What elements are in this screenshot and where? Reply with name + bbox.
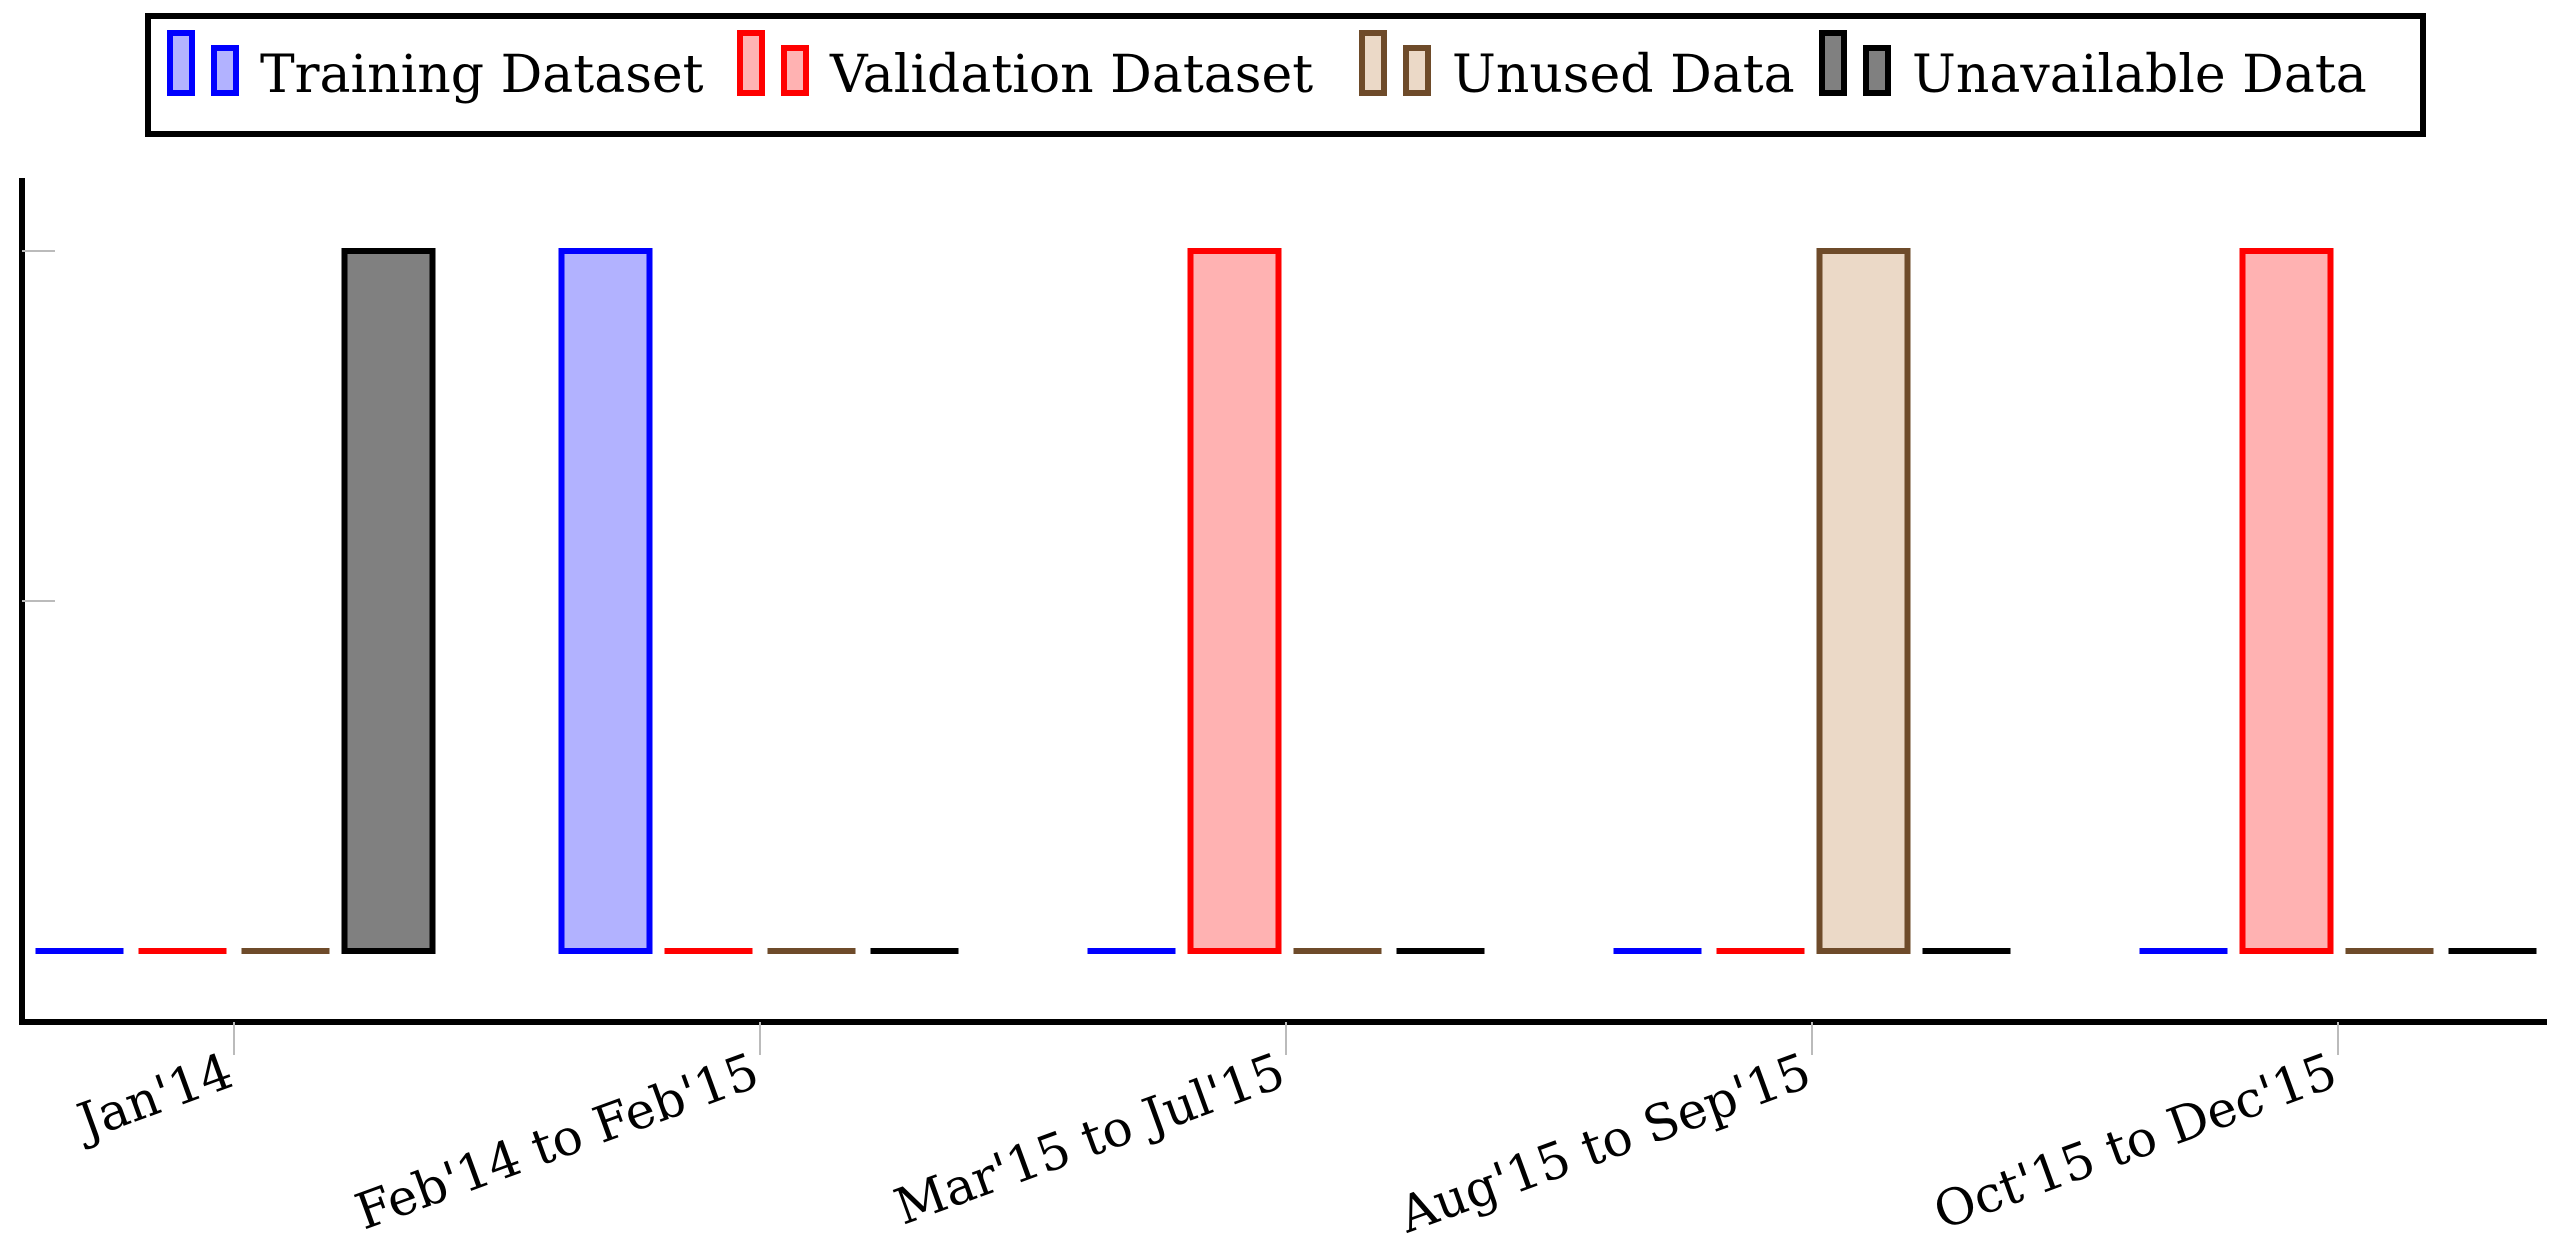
legend-frame xyxy=(145,13,2426,137)
legend-item-unavailable-data: Unavailable Data xyxy=(1819,30,2367,105)
axes xyxy=(19,178,2547,1055)
legend-item-unused-data: Unused Data xyxy=(1359,30,1795,105)
x-tick-label-jan-14: Jan'14 xyxy=(66,1042,240,1153)
legend: Training Dataset Validation Dataset Unused… xyxy=(145,13,2426,137)
legend-label-validation-dataset: Validation Dataset xyxy=(829,45,1313,105)
legend-swatch-training-dataset-1 xyxy=(167,30,195,96)
x-tick-label-aug-15-to-sep-15: Aug'15 to Sep'15 xyxy=(1391,1042,1819,1245)
legend-swatch-validation-dataset-1 xyxy=(737,30,765,96)
bar-validation-dataset-mar-15-to-jul-15 xyxy=(1187,248,1282,954)
legend-swatch-unavailable-data-1 xyxy=(1819,30,1847,96)
bar-unavailable-data-jan-14 xyxy=(341,248,436,954)
legend-swatch-unused-data-2 xyxy=(1403,45,1431,96)
legend-label-training-dataset: Training Dataset xyxy=(260,45,704,105)
x-tick-label-oct-15-to-dec-15: Oct'15 to Dec'15 xyxy=(1926,1042,2344,1241)
legend-swatch-validation-dataset-2 xyxy=(781,45,809,96)
bar-unused-data-aug-15-to-sep-15 xyxy=(1816,248,1911,954)
x-tick-label-feb-14-to-feb-15: Feb'14 to Feb'15 xyxy=(348,1042,766,1241)
bars xyxy=(35,248,2537,954)
legend-label-unused-data: Unused Data xyxy=(1452,45,1795,105)
legend-label-unavailable-data: Unavailable Data xyxy=(1912,45,2367,105)
legend-item-training-dataset: Training Dataset xyxy=(167,30,704,105)
legend-swatch-unused-data-1 xyxy=(1359,30,1387,96)
x-tick-label-mar-15-to-jul-15: Mar'15 to Jul'15 xyxy=(887,1042,1292,1237)
legend-swatch-training-dataset-2 xyxy=(211,45,239,96)
legend-item-validation-dataset: Validation Dataset xyxy=(737,30,1313,105)
bar-training-dataset-feb-14-to-feb-15 xyxy=(558,248,653,954)
legend-swatch-unavailable-data-2 xyxy=(1863,45,1891,96)
bar-validation-dataset-oct-15-to-dec-15 xyxy=(2239,248,2334,954)
x-tick-labels: Jan'14 Feb'14 to Feb'15 Mar'15 to Jul'15 Au… xyxy=(66,1042,2344,1245)
